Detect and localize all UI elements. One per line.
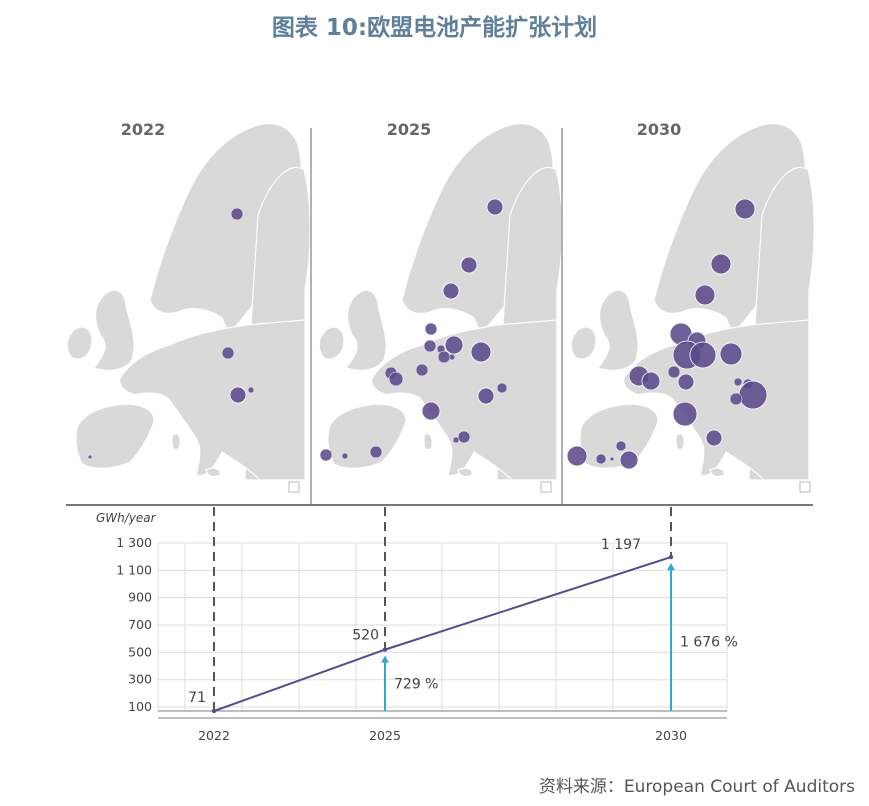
- production-site-marker: [595, 453, 607, 465]
- map-panel-2030: [570, 122, 815, 481]
- y-axis-ticks: 100 300 500 700 900 1 100 1 300: [116, 535, 152, 714]
- production-site-marker: [667, 365, 681, 379]
- production-site-marker: [457, 430, 471, 444]
- production-site-marker: [444, 335, 464, 355]
- value-labels: 71 520 1 197: [188, 537, 641, 706]
- map-panel-2022: 2022: [66, 120, 311, 493]
- panel-year-2025: 2025: [387, 120, 432, 139]
- source-note: 资料来源：European Court of Auditors: [538, 777, 855, 797]
- production-site-marker: [734, 198, 756, 220]
- growth-label: 1 676 %: [680, 635, 738, 651]
- production-site-marker: [341, 452, 349, 460]
- x-axis-ticks: 2022 2025 2030: [198, 728, 687, 743]
- production-site-marker: [496, 382, 508, 394]
- value-label: 1 197: [601, 537, 641, 553]
- growth-arrow-head: [667, 563, 675, 571]
- value-label: 71: [188, 690, 206, 706]
- value-label: 520: [352, 628, 379, 644]
- panel-year-2022: 2022: [121, 120, 166, 139]
- production-site-marker: [609, 456, 615, 462]
- y-tick-label: 1 100: [116, 562, 152, 577]
- capacity-point: [211, 708, 217, 714]
- capacity-series: [211, 554, 674, 714]
- chart-grid: [157, 542, 728, 719]
- growth-labels: 729 % 1 676 %: [394, 635, 738, 693]
- production-site-marker: [729, 392, 743, 406]
- growth-arrow-head: [381, 655, 389, 663]
- capacity-point: [668, 554, 674, 560]
- production-site-marker: [247, 386, 255, 394]
- production-site-marker: [415, 363, 429, 377]
- production-site-marker: [689, 341, 717, 369]
- production-site-marker: [477, 387, 495, 405]
- production-site-marker: [460, 256, 478, 274]
- production-site-marker: [641, 371, 661, 391]
- production-site-marker: [87, 454, 93, 460]
- production-site-marker: [442, 282, 460, 300]
- growth-arrows: [381, 563, 675, 711]
- production-site-marker: [719, 342, 743, 366]
- y-tick-label: 500: [128, 644, 152, 659]
- capacity-point: [382, 647, 388, 652]
- year-connector-lines: [213, 507, 672, 711]
- production-site-marker: [423, 339, 437, 353]
- figure-title: 图表 10:欧盟电池产能扩张计划: [271, 15, 598, 41]
- production-site-marker: [388, 371, 404, 387]
- production-site-marker: [319, 448, 333, 462]
- production-site-marker: [470, 341, 492, 363]
- production-site-marker: [486, 198, 504, 216]
- y-tick-label: 700: [128, 617, 152, 632]
- production-site-marker: [672, 401, 698, 427]
- production-site-marker: [229, 386, 247, 404]
- x-tick-label: 2030: [655, 728, 687, 743]
- production-sites-2022: [87, 207, 255, 460]
- production-site-marker: [421, 401, 441, 421]
- production-sites-2030: [566, 198, 768, 470]
- production-site-marker: [452, 436, 460, 444]
- production-site-marker: [369, 445, 383, 459]
- production-site-marker: [424, 322, 438, 336]
- zoom-icon: [288, 481, 300, 493]
- production-sites-2025: [319, 198, 508, 462]
- production-site-marker: [615, 440, 627, 452]
- production-site-marker: [437, 350, 451, 364]
- production-site-marker: [221, 346, 235, 360]
- production-site-marker: [230, 207, 244, 221]
- y-tick-label: 900: [128, 590, 152, 605]
- panel-year-2030: 2030: [637, 120, 682, 139]
- y-tick-label: 300: [128, 672, 152, 687]
- zoom-icon: [799, 481, 811, 493]
- capacity-line-chart: 100 300 500 700 900 1 100 1 300 2022 2025 2030 G…: [96, 507, 738, 743]
- production-site-marker: [705, 429, 723, 447]
- zoom-icon: [540, 481, 552, 493]
- production-site-marker: [733, 377, 743, 387]
- production-site-marker: [677, 373, 695, 391]
- y-axis-label: GWh/year: [96, 511, 157, 525]
- production-site-marker: [710, 253, 732, 275]
- production-site-marker: [694, 284, 716, 306]
- growth-label: 729 %: [394, 676, 438, 692]
- x-tick-label: 2022: [198, 728, 230, 743]
- y-tick-label: 100: [128, 699, 152, 714]
- y-tick-label: 1 300: [116, 535, 152, 550]
- production-site-marker: [738, 380, 768, 410]
- map-panel-2025: [318, 122, 563, 481]
- production-site-marker: [619, 450, 639, 470]
- x-tick-label: 2025: [369, 728, 401, 743]
- production-site-marker: [566, 445, 588, 467]
